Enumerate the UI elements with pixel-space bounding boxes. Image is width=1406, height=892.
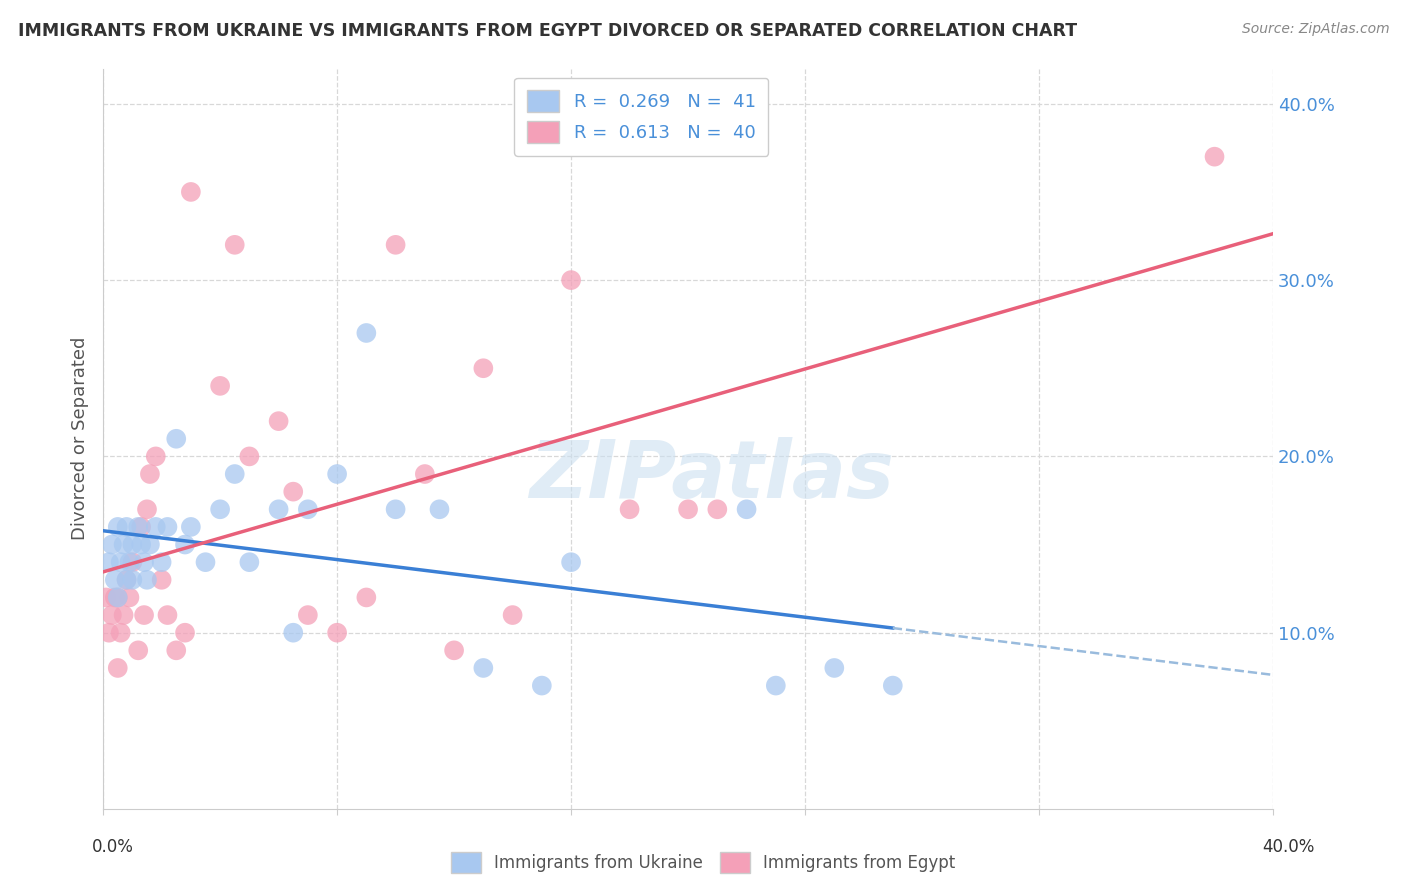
Point [121, 537, 143, 551]
Point [118, 591, 141, 605]
Point [94, 591, 117, 605]
Point [238, 555, 260, 569]
Point [174, 537, 197, 551]
Point [156, 520, 179, 534]
Point [165, 643, 187, 657]
Text: 40.0%: 40.0% [1263, 838, 1315, 855]
Text: 0.0%: 0.0% [91, 838, 134, 855]
Text: IMMIGRANTS FROM UKRAINE VS IMMIGRANTS FROM EGYPT DIVORCED OR SEPARATED CORRELATI: IMMIGRANTS FROM UKRAINE VS IMMIGRANTS FR… [18, 22, 1077, 40]
Point [165, 432, 187, 446]
Point [429, 502, 451, 516]
Point [194, 555, 217, 569]
Point [139, 537, 162, 551]
Point [115, 573, 138, 587]
Point [267, 414, 290, 428]
Point [174, 625, 197, 640]
Point [238, 450, 260, 464]
Point [136, 502, 159, 516]
Point [297, 502, 319, 516]
Point [735, 502, 758, 516]
Point [823, 661, 845, 675]
Point [156, 608, 179, 623]
Point [101, 537, 124, 551]
Point [180, 185, 202, 199]
Point [139, 467, 162, 481]
Point [224, 237, 246, 252]
Point [115, 520, 138, 534]
Point [115, 573, 138, 587]
Point [676, 502, 699, 516]
Point [326, 467, 349, 481]
Point [104, 591, 127, 605]
Point [472, 661, 495, 675]
Point [1204, 150, 1226, 164]
Point [127, 520, 149, 534]
Point [110, 555, 132, 569]
Point [765, 679, 787, 693]
Point [209, 502, 232, 516]
Point [112, 608, 135, 623]
Point [107, 520, 129, 534]
Point [98, 555, 121, 569]
Point [98, 625, 121, 640]
Point [107, 591, 129, 605]
Point [110, 625, 132, 640]
Point [145, 520, 167, 534]
Point [127, 643, 149, 657]
Point [326, 625, 349, 640]
Point [297, 608, 319, 623]
Point [283, 625, 305, 640]
Point [267, 502, 290, 516]
Point [209, 379, 232, 393]
Legend: R =  0.269   N =  41, R =  0.613   N =  40: R = 0.269 N = 41, R = 0.613 N = 40 [515, 78, 769, 156]
Point [107, 591, 129, 605]
Point [180, 520, 202, 534]
Point [136, 573, 159, 587]
Point [384, 237, 406, 252]
Point [619, 502, 641, 516]
Point [502, 608, 524, 623]
Legend: Immigrants from Ukraine, Immigrants from Egypt: Immigrants from Ukraine, Immigrants from… [444, 846, 962, 880]
Point [132, 608, 155, 623]
Point [112, 537, 135, 551]
Point [118, 555, 141, 569]
Point [443, 643, 465, 657]
Point [384, 502, 406, 516]
Text: ZIPatlas: ZIPatlas [529, 437, 894, 515]
Point [104, 573, 127, 587]
Point [107, 661, 129, 675]
Point [224, 467, 246, 481]
Point [132, 555, 155, 569]
Point [121, 555, 143, 569]
Point [283, 484, 305, 499]
Point [356, 591, 378, 605]
Point [560, 555, 582, 569]
Point [356, 326, 378, 340]
Point [145, 450, 167, 464]
Point [129, 520, 152, 534]
Point [150, 555, 173, 569]
Point [882, 679, 904, 693]
Point [129, 537, 152, 551]
Point [150, 573, 173, 587]
Text: Source: ZipAtlas.com: Source: ZipAtlas.com [1241, 22, 1389, 37]
Point [121, 573, 143, 587]
Point [101, 608, 124, 623]
Point [560, 273, 582, 287]
Y-axis label: Divorced or Separated: Divorced or Separated [72, 337, 89, 541]
Point [472, 361, 495, 376]
Point [706, 502, 728, 516]
Point [530, 679, 553, 693]
Point [413, 467, 436, 481]
